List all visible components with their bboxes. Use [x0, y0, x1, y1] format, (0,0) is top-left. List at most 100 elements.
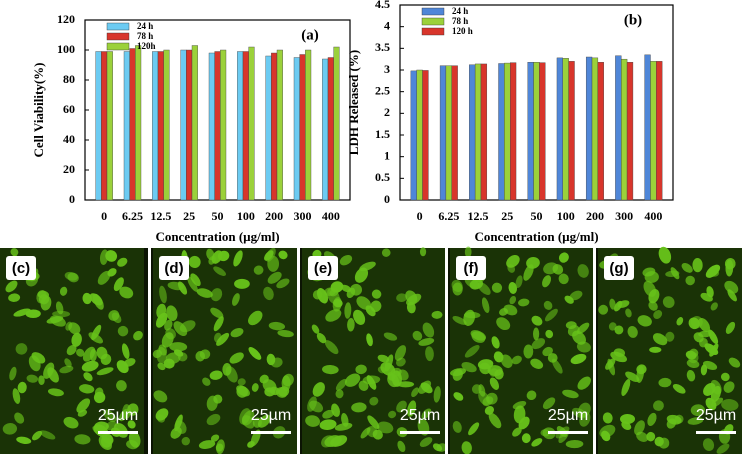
- bar: [539, 62, 546, 201]
- panel-annotation: (b): [624, 12, 642, 28]
- x-tick-label: 300: [615, 209, 633, 223]
- bar: [248, 46, 255, 201]
- cell: [665, 331, 675, 342]
- bar: [293, 57, 300, 201]
- cell: [686, 369, 696, 382]
- cell: [721, 372, 730, 382]
- cell: [479, 362, 491, 375]
- cell: [276, 278, 290, 289]
- x-tick-label: 100: [237, 209, 255, 223]
- cell: [355, 364, 367, 375]
- legend-label: 120 h: [452, 26, 473, 36]
- cell: [312, 290, 323, 300]
- cell: [383, 332, 398, 341]
- bar: [445, 65, 452, 201]
- cell: [489, 377, 500, 390]
- cell: [470, 330, 487, 341]
- cell: [609, 298, 616, 310]
- cell: [411, 387, 420, 398]
- scale-bar: [696, 431, 736, 434]
- cell: [515, 275, 523, 289]
- y-tick-label: 0: [69, 192, 75, 206]
- panel-label: (e): [314, 260, 332, 277]
- cell: [190, 273, 201, 287]
- bar: [621, 58, 628, 201]
- cell: [377, 366, 386, 374]
- cell: [551, 358, 563, 374]
- cell: [316, 332, 327, 344]
- cell: [263, 286, 274, 301]
- cell: [724, 258, 736, 270]
- cell: [452, 282, 463, 296]
- bar: [626, 62, 634, 201]
- x-tick-label: 0: [417, 209, 423, 223]
- cell: [372, 429, 383, 440]
- cell: [543, 262, 559, 275]
- legend-label: 78 h: [137, 31, 153, 41]
- bar: [129, 48, 136, 201]
- y-tick-label: 2.5: [375, 83, 390, 97]
- cell: [507, 264, 516, 273]
- cell: [405, 290, 418, 304]
- cell: [233, 250, 243, 267]
- cell: [116, 380, 127, 392]
- bar: [656, 61, 663, 201]
- bar: [163, 49, 170, 201]
- cell: [700, 292, 713, 302]
- cell: [307, 396, 317, 412]
- cell: [91, 324, 102, 341]
- y-tick-label: 3.5: [375, 40, 390, 54]
- cell: [419, 437, 433, 447]
- bar: [322, 58, 329, 201]
- x-tick-label: 300: [294, 209, 312, 223]
- cell: [518, 298, 530, 307]
- cell: [728, 357, 741, 368]
- cell: [14, 412, 25, 424]
- cell: [187, 276, 198, 292]
- cell: [723, 381, 735, 393]
- cell: [558, 273, 569, 285]
- cell: [681, 262, 693, 273]
- bar: [527, 62, 534, 201]
- cell: [412, 330, 423, 341]
- y-tick-label: 60: [63, 102, 75, 116]
- cell: [452, 421, 462, 433]
- cell: [710, 302, 718, 311]
- x-tick-label: 25: [501, 209, 513, 223]
- cell: [13, 308, 31, 317]
- scale-label: 25µm: [548, 407, 588, 424]
- cell: [469, 279, 483, 290]
- bar: [191, 45, 198, 201]
- cell: [229, 352, 244, 364]
- bar: [615, 55, 622, 201]
- cell: [676, 317, 684, 326]
- cell: [422, 322, 435, 338]
- cell: [432, 443, 443, 452]
- cell: [305, 415, 321, 427]
- cell: [692, 258, 703, 273]
- cell: [649, 346, 662, 353]
- cell: [542, 397, 556, 410]
- cell: [196, 288, 213, 298]
- x-tick-label: 200: [265, 209, 283, 223]
- cell: [266, 353, 276, 366]
- bar: [422, 70, 429, 201]
- cell: [344, 302, 352, 319]
- cell: [545, 329, 554, 339]
- cell: [71, 332, 82, 347]
- cell: [79, 384, 95, 394]
- bar: [95, 51, 102, 201]
- cell: [484, 405, 494, 415]
- bar: [480, 63, 488, 201]
- bar: [439, 65, 447, 201]
- cell: [500, 354, 513, 369]
- bar: [650, 61, 657, 201]
- cell: [239, 408, 251, 425]
- panel-annotation: (a): [301, 27, 319, 43]
- cell: [653, 400, 664, 411]
- cell: [658, 437, 670, 449]
- legend-swatch: [106, 22, 130, 31]
- cell: [431, 310, 443, 319]
- bar: [214, 51, 221, 201]
